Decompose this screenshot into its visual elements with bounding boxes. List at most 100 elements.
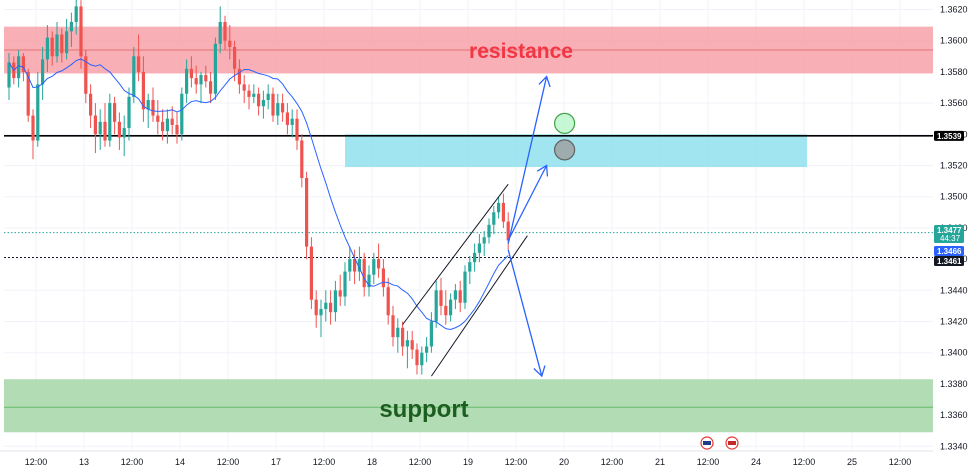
supply-zone [345,134,807,168]
bullish-arrow-retest-head [536,164,549,177]
candle-up [218,21,222,44]
candle-down [391,315,395,338]
candle-up [165,118,169,132]
horizontal-lines [4,135,933,259]
price-tick-label: 1.3360 [940,410,968,420]
current-price-price-tag [934,225,964,243]
candle-down [26,71,30,116]
time-axis-background [0,451,974,475]
price-tick-label: 1.3620 [940,5,968,15]
moving-average-last-price-tag-label: 1.3466 [937,247,962,256]
candle-up [477,243,481,253]
candle-down [189,68,193,79]
candle-down [113,103,117,122]
candle-down [223,21,227,41]
candle-up [69,21,73,32]
candle-down [362,259,366,288]
time-tick-label: 25 [847,457,857,467]
candle-down [271,93,275,116]
candle-up [367,274,371,288]
time-tick-label: 14 [175,457,185,467]
price-tick-label: 1.3440 [940,285,968,295]
price-tick-label: 1.3340 [940,441,968,451]
candle-down [79,6,83,57]
candle-down [314,299,318,316]
time-tick-label: 12:00 [121,457,144,467]
time-axis[interactable]: 12:00 13 12:00 14 12:00 17 12:00 18 12:00 19 12:00… [0,436,974,475]
candle-down [506,221,510,241]
bullish-arrow-resistance [507,76,548,244]
candle-up [473,252,477,263]
candle-down [60,34,64,54]
candle-up [266,93,270,100]
candle-up [405,340,409,347]
candle-up [45,37,49,60]
key-level-price-tag-label: 1.3539 [937,132,962,141]
bullish-arrow-resistance-head [538,75,551,88]
key-level-price-tag [934,130,964,141]
candle-up [146,99,150,110]
candle-up [434,290,438,322]
candle-down [141,71,145,110]
us-flag-icon-stripe [728,441,736,445]
candle-up [290,118,294,125]
candle-down [295,118,299,141]
candle-down [228,40,232,47]
candle-down [194,78,198,85]
candlesticks [7,0,510,375]
time-tick-label: 21 [655,457,665,467]
time-tick-label: 20 [559,457,569,467]
candle-down [285,112,289,125]
candle-down [444,305,448,316]
candle-down [156,115,160,122]
price-tick-label: 1.3420 [940,317,968,327]
candle-up [55,34,59,57]
candle-down [281,103,285,113]
time-tick-label: 12:00 [25,457,48,467]
channel-upper-line [402,183,509,325]
candle-down [31,115,35,141]
candle-down [247,90,251,97]
price-tick-label: 1.3380 [940,379,968,389]
candle-up [333,290,337,313]
candle-down [458,290,462,303]
candle-down [401,327,405,347]
candle-up [276,103,280,116]
candle-down [439,290,443,306]
green-circle-target [553,112,576,134]
candle-up [17,56,21,79]
candle-up [348,259,352,272]
candle-up [429,321,433,347]
candle-down [89,93,93,116]
candle-up [492,212,496,225]
price-tick-label: 1.3400 [940,348,968,358]
candle-down [300,140,304,178]
price-tick-label: 1.3600 [940,36,968,46]
candle-down [233,46,237,69]
candle-down [84,56,88,94]
time-tick-label: 12:00 [409,457,432,467]
candle-up [468,262,472,272]
candle-up [343,271,347,297]
time-tick-label: 12:00 [889,457,912,467]
candle-up [65,31,69,54]
candle-up [463,271,467,303]
candle-up [199,75,203,85]
candle-up [252,93,256,97]
candle-up [324,302,328,310]
candle-down [381,268,385,288]
time-tick-label: 12:00 [313,457,336,467]
moving-average-last-price-tag [934,246,964,256]
time-tick-label: 12:00 [217,457,240,467]
price-zones [4,26,933,433]
candle-down [161,121,165,132]
time-tick-label: 18 [367,457,377,467]
support-zone [4,379,933,433]
candle-down [377,259,381,269]
candle-up [449,299,453,316]
candle-up [425,346,429,353]
price-axis[interactable]: 1.36201.36001.35801.35601.35401.35201.35… [933,0,974,475]
candle-up [108,103,112,141]
candle-up [261,99,265,107]
